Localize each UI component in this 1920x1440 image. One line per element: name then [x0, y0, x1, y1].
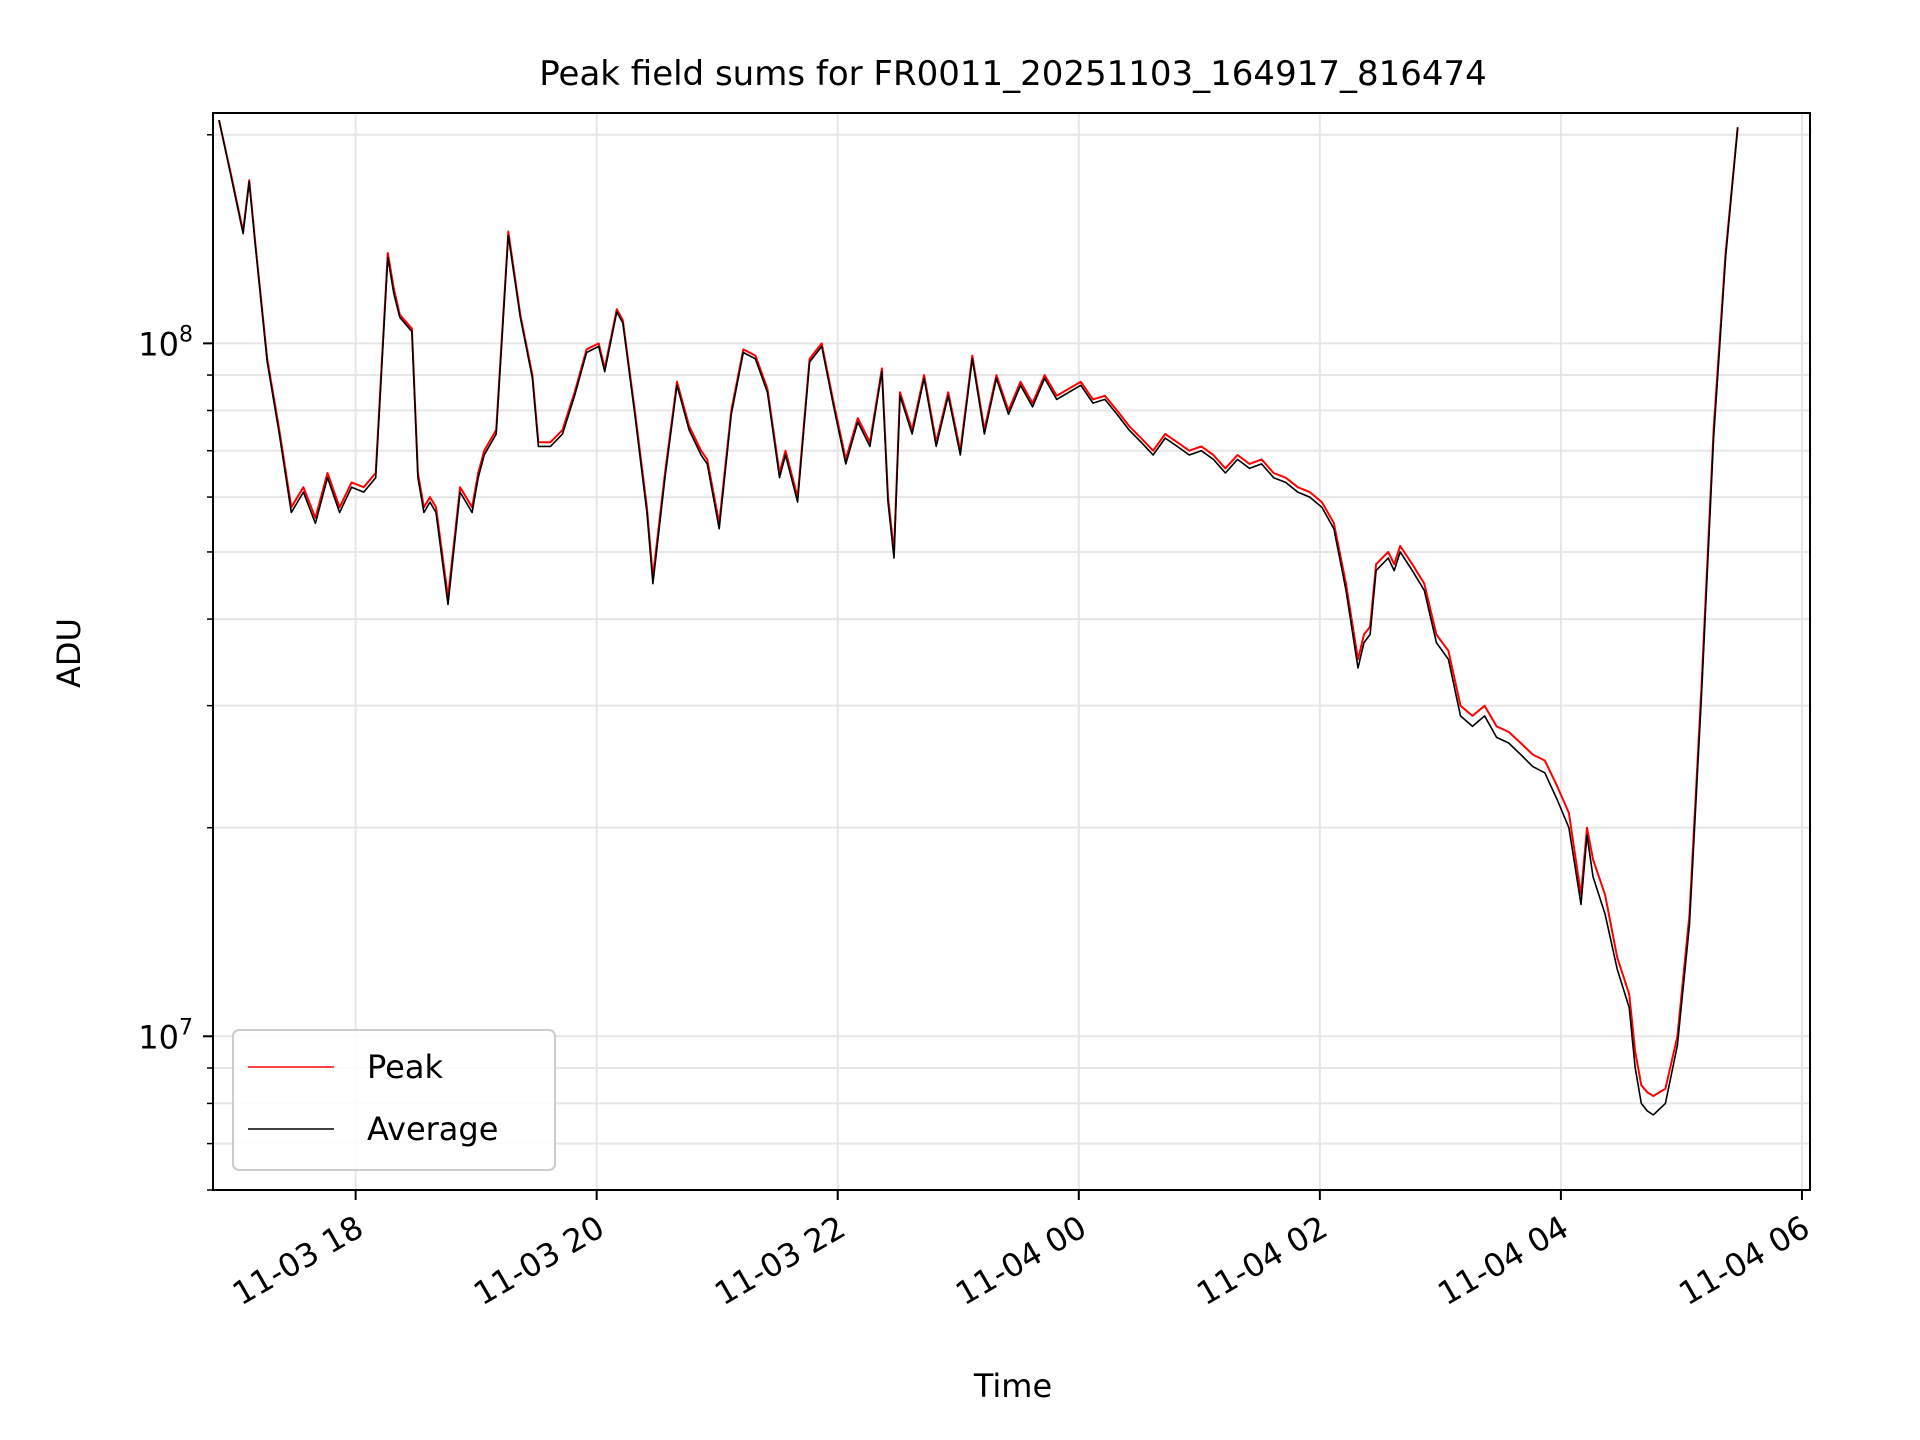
x-tick-label: 11-03 22	[708, 1208, 852, 1313]
x-tick-label: 11-03 20	[467, 1208, 611, 1313]
x-tick-label: 11-04 06	[1672, 1208, 1816, 1313]
grid-lines	[213, 113, 1810, 1191]
plot-frame	[212, 112, 1811, 1191]
y-tick-label: 107	[138, 1015, 193, 1056]
series-lines	[218, 119, 1739, 1116]
chart-title: Peak field sums for FR0011_20251103_1649…	[539, 54, 1487, 94]
x-axis-label: Time	[973, 1367, 1052, 1405]
x-tick-label: 11-03 18	[226, 1208, 370, 1313]
legend-peak-label: Peak	[367, 1048, 443, 1086]
series-line-average	[218, 119, 1739, 1116]
legend-average-label: Average	[367, 1110, 498, 1148]
y-axis: 107 108	[138, 134, 213, 1191]
x-tick-label: 11-04 00	[949, 1208, 1093, 1313]
x-tick-label: 11-04 04	[1431, 1208, 1575, 1313]
legend-box	[232, 1029, 556, 1171]
x-tick-label: 11-04 02	[1190, 1208, 1334, 1313]
x-axis: 11-03 18 11-03 20 11-03 22 11-04 00 11-04 02…	[226, 1190, 1816, 1313]
y-axis-label: ADU	[50, 618, 88, 688]
series-line-peak	[218, 119, 1739, 1097]
legend: Peak Average	[232, 1029, 556, 1171]
y-tick-label: 108	[138, 322, 193, 363]
